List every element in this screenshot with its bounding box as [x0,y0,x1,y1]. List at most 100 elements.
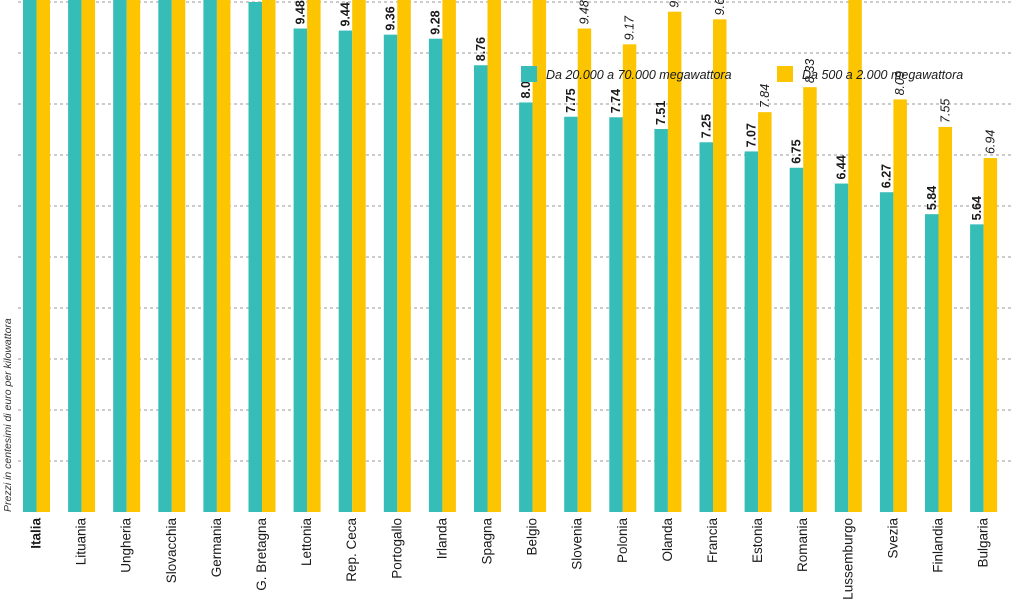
bar-small-lettonia [307,0,321,513]
value-label: 7.07 [744,123,758,147]
bar-large-irlanda [428,38,443,512]
value-label: 5.84 [925,186,939,210]
bar-small-rep-ceca [352,0,366,513]
category-label: Slovenia [570,518,585,570]
category-label: Germania [209,518,224,578]
category-label: Bulgaria [976,518,991,568]
value-label: 8.33 [803,59,817,83]
value-label: 6.75 [789,139,803,163]
bar-small-lussemburgo [848,0,862,512]
bar-small-slovacchia [171,0,186,512]
bar-large-rep-ceca [338,30,353,513]
value-label: 9.81 [668,0,682,8]
value-label: 9.36 [384,6,398,30]
legend: Da 20.000 a 70.000 megawattora Da 500 a … [521,66,963,82]
value-label: 8.09 [893,71,907,95]
legend-swatch-series-1 [521,66,537,82]
legend-swatch-series-2 [777,66,793,82]
value-label: 7.84 [758,84,772,108]
category-label: Lettonia [299,518,314,567]
bar-small-finlandia [938,126,952,512]
bar-small-ungheria [126,0,141,512]
value-label: 9.66 [713,0,727,15]
value-label: 7.51 [654,101,668,125]
value-label: 9.48 [577,0,591,24]
bar-large-lituania [68,0,82,513]
bar-small-bulgaria [983,158,998,512]
bar-small-olanda [667,11,682,512]
bar-large-romania [789,167,804,512]
bar-small-lituania [81,0,96,513]
bar-large-belgio [519,102,533,512]
bar-large-finlandia [925,214,939,512]
bar-large-slovenia [564,116,578,512]
bar-small-portogallo [397,0,411,512]
bar-large-polonia [609,117,623,512]
value-label: 9.44 [338,2,352,26]
value-label: 7.55 [938,99,952,123]
bar-large-g-bretagna [248,2,262,512]
category-label: Romania [795,518,810,573]
value-label: 6.94 [983,130,997,154]
category-label: Portogallo [389,518,404,579]
category-labels: Italia Lituania Ungheria Slovacchia Germania… [29,518,991,600]
category-label: Spagna [480,518,495,565]
bar-large-francia [699,142,713,512]
legend-label-series-1: Da 20.000 a 70.000 megawattora [546,68,732,82]
bar-large-svezia [879,192,894,513]
value-label: 8.76 [474,37,488,61]
bar-small-italia [36,0,50,513]
value-label: 7.74 [609,89,623,113]
bar-small-slovenia [577,28,592,513]
value-label: 6.44 [835,155,849,179]
bar-small-spagna [487,0,501,512]
value-label: 7.25 [699,114,713,138]
bar-large-estonia [744,151,759,512]
value-label: 9.48 [293,0,307,24]
category-label: Olanda [660,518,675,562]
category-label: Francia [705,518,720,564]
bar-large-ungheria [113,0,127,513]
y-axis-label: Prezzi in centesimi di euro per kilowatt… [2,318,14,512]
bar-large-spagna [474,65,488,513]
category-label: G. Bretagna [254,518,269,591]
category-label: Lituania [74,518,89,566]
category-label: Polonia [615,518,630,564]
value-label: 9.28 [429,10,443,34]
category-label: Italia [29,518,44,549]
bar-large-olanda [654,128,668,513]
legend-label-series-2: Da 500 a 2.000 megawattora [802,68,963,82]
bar-small-irlanda [442,0,456,512]
bar-large-lussemburgo [834,183,849,512]
bar-small-germania [216,0,231,513]
bars [23,0,998,513]
category-label: Rep. Ceca [344,518,359,582]
value-label: 9.17 [623,15,637,40]
bar-large-bulgaria [970,224,984,513]
value-label: 7.75 [564,88,578,112]
category-label: Lussemburgo [840,518,855,600]
value-label: 6.27 [880,164,894,188]
bar-small-svezia [893,99,907,512]
bar-small-francia [713,19,727,513]
bar-small-polonia [622,44,637,513]
bar-small-romania [803,87,817,513]
bar-small-estonia [758,112,772,512]
category-label: Ungheria [119,518,134,573]
category-label: Estonia [750,518,765,564]
bar-large-lettonia [293,28,308,513]
bar-small-g-bretagna [262,0,276,512]
bar-large-italia [23,0,37,513]
category-label: Slovacchia [164,518,179,584]
category-label: Irlanda [434,518,449,560]
bar-large-germania [203,0,217,513]
bar-large-portogallo [383,34,398,512]
value-label: 5.64 [970,196,984,220]
value-labels: 12.3917.9011.6511.3911.0910.6010.9313.16… [293,0,997,220]
category-label: Svezia [885,518,900,559]
bar-large-slovacchia [158,0,172,512]
category-label: Belgio [525,518,540,556]
category-label: Finlandia [931,518,946,573]
bar-small-belgio [532,0,547,513]
